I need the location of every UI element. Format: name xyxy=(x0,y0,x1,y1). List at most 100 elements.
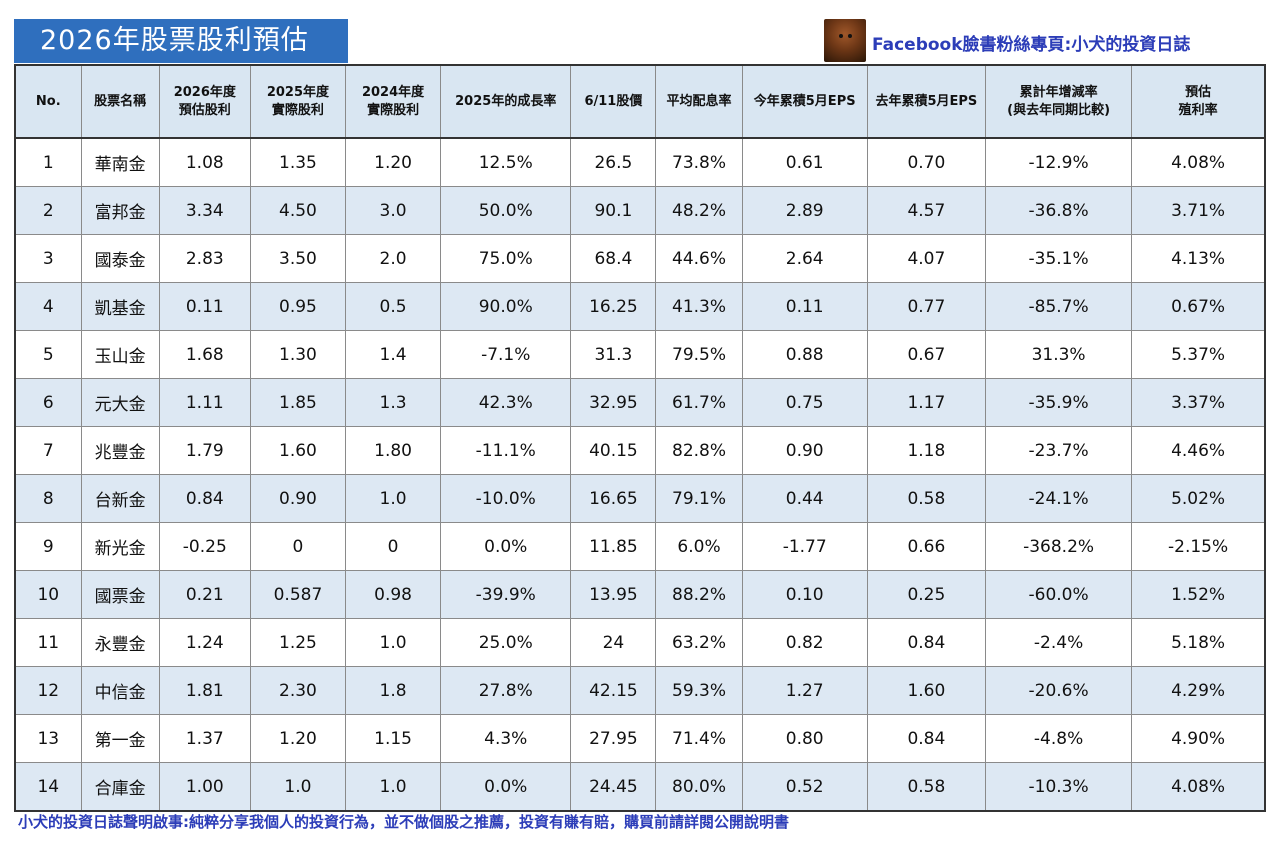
cell-growth-2025: -10.0% xyxy=(440,474,572,523)
cell-dividend-2026-est: 3.34 xyxy=(158,186,251,235)
cell-payout-ratio: 79.5% xyxy=(655,330,743,379)
cell-no: 14 xyxy=(14,762,82,812)
cell-growth-2025: 75.0% xyxy=(440,234,572,283)
cell-eps-this-year: 0.52 xyxy=(741,762,868,812)
table-row: 10 國票金 0.21 0.587 0.98 -39.9% 13.95 88.2% 0.10 0.… xyxy=(14,570,1266,619)
cell-no: 1 xyxy=(14,137,82,187)
cell-eps-this-year: 0.90 xyxy=(741,426,868,475)
cell-dividend-2024-actual: 0 xyxy=(344,522,442,571)
cell-dividend-2026-est: 1.37 xyxy=(158,714,251,763)
cell-est-yield: 5.18% xyxy=(1131,618,1266,667)
cell-no: 3 xyxy=(14,234,82,283)
cell-eps-last-year: 1.18 xyxy=(866,426,986,475)
cell-growth-2025: 42.3% xyxy=(440,378,572,427)
header-est-yield: 預估 殖利率 xyxy=(1131,64,1266,139)
cell-eps-this-year: 0.75 xyxy=(741,378,868,427)
header-2025-actual-dividend: 2025年度 實際股利 xyxy=(249,64,347,139)
cell-eps-last-year: 0.67 xyxy=(866,330,986,379)
cell-stock-name: 華南金 xyxy=(80,137,160,187)
table-header-row: No. 股票名稱 2026年度 預估股利 2025年度 實際股利 2024年度 實際股… xyxy=(14,64,1266,139)
table-row: 2 富邦金 3.34 4.50 3.0 50.0% 90.1 48.2% 2.89 4.57 -36… xyxy=(14,186,1266,235)
cell-est-yield: 4.29% xyxy=(1131,666,1266,715)
cell-dividend-2024-actual: 0.5 xyxy=(344,282,442,331)
cell-eps-last-year: 0.66 xyxy=(866,522,986,571)
cell-dividend-2026-est: 1.11 xyxy=(158,378,251,427)
cell-est-yield: 1.52% xyxy=(1131,570,1266,619)
cell-dividend-2024-actual: 1.80 xyxy=(344,426,442,475)
table-row: 6 元大金 1.11 1.85 1.3 42.3% 32.95 61.7% 0.75 1.17 -3… xyxy=(14,378,1266,427)
cell-eps-last-year: 0.84 xyxy=(866,618,986,667)
header-2026-est-dividend: 2026年度 預估股利 xyxy=(158,64,251,139)
cell-dividend-2025-actual: 0.587 xyxy=(249,570,347,619)
cell-yoy-change: -35.1% xyxy=(984,234,1133,283)
cell-est-yield: -2.15% xyxy=(1131,522,1266,571)
cell-eps-last-year: 0.25 xyxy=(866,570,986,619)
cell-est-yield: 5.37% xyxy=(1131,330,1266,379)
dog-avatar-image xyxy=(824,19,866,62)
cell-price: 31.3 xyxy=(570,330,657,379)
header-yoy-change: 累計年增減率 (與去年同期比較) xyxy=(984,64,1133,139)
cell-payout-ratio: 44.6% xyxy=(655,234,743,283)
cell-dividend-2026-est: 0.21 xyxy=(158,570,251,619)
cell-dividend-2026-est: 1.79 xyxy=(158,426,251,475)
cell-dividend-2025-actual: 0.90 xyxy=(249,474,347,523)
header-2025-growth: 2025年的成長率 xyxy=(440,64,572,139)
cell-eps-last-year: 0.77 xyxy=(866,282,986,331)
cell-payout-ratio: 88.2% xyxy=(655,570,743,619)
cell-no: 2 xyxy=(14,186,82,235)
table-row: 4 凱基金 0.11 0.95 0.5 90.0% 16.25 41.3% 0.11 0.77 -8… xyxy=(14,282,1266,331)
cell-eps-last-year: 1.60 xyxy=(866,666,986,715)
cell-dividend-2025-actual: 1.25 xyxy=(249,618,347,667)
header-eps-this-year: 今年累積5月EPS xyxy=(741,64,868,139)
cell-dividend-2025-actual: 1.85 xyxy=(249,378,347,427)
header-price: 6/11股價 xyxy=(570,64,657,139)
cell-growth-2025: 0.0% xyxy=(440,762,572,812)
header-stock-name: 股票名稱 xyxy=(80,64,160,139)
cell-payout-ratio: 82.8% xyxy=(655,426,743,475)
cell-stock-name: 第一金 xyxy=(80,714,160,763)
cell-dividend-2024-actual: 1.20 xyxy=(344,137,442,187)
cell-growth-2025: 12.5% xyxy=(440,137,572,187)
cell-payout-ratio: 63.2% xyxy=(655,618,743,667)
cell-est-yield: 0.67% xyxy=(1131,282,1266,331)
cell-yoy-change: -12.9% xyxy=(984,137,1133,187)
cell-price: 42.15 xyxy=(570,666,657,715)
cell-dividend-2024-actual: 1.0 xyxy=(344,474,442,523)
cell-stock-name: 合庫金 xyxy=(80,762,160,812)
cell-no: 8 xyxy=(14,474,82,523)
table-row: 11 永豐金 1.24 1.25 1.0 25.0% 24 63.2% 0.82 0.84 -2.4… xyxy=(14,618,1266,667)
cell-dividend-2026-est: 0.84 xyxy=(158,474,251,523)
cell-eps-this-year: 1.27 xyxy=(741,666,868,715)
cell-dividend-2024-actual: 1.15 xyxy=(344,714,442,763)
cell-stock-name: 兆豐金 xyxy=(80,426,160,475)
cell-growth-2025: -39.9% xyxy=(440,570,572,619)
table-body: 1 華南金 1.08 1.35 1.20 12.5% 26.5 73.8% 0.61 0.70 -1… xyxy=(14,137,1266,812)
cell-eps-this-year: 2.89 xyxy=(741,186,868,235)
cell-eps-this-year: 0.82 xyxy=(741,618,868,667)
avatar-eye xyxy=(848,34,852,38)
cell-payout-ratio: 59.3% xyxy=(655,666,743,715)
cell-dividend-2026-est: 1.00 xyxy=(158,762,251,812)
cell-no: 7 xyxy=(14,426,82,475)
table-row: 3 國泰金 2.83 3.50 2.0 75.0% 68.4 44.6% 2.64 4.07 -35… xyxy=(14,234,1266,283)
cell-price: 32.95 xyxy=(570,378,657,427)
cell-stock-name: 凱基金 xyxy=(80,282,160,331)
cell-stock-name: 新光金 xyxy=(80,522,160,571)
table-row: 13 第一金 1.37 1.20 1.15 4.3% 27.95 71.4% 0.80 0.84-… xyxy=(14,714,1266,763)
cell-dividend-2024-actual: 1.3 xyxy=(344,378,442,427)
cell-no: 4 xyxy=(14,282,82,331)
cell-yoy-change: -24.1% xyxy=(984,474,1133,523)
cell-dividend-2026-est: 1.68 xyxy=(158,330,251,379)
cell-eps-last-year: 1.17 xyxy=(866,378,986,427)
cell-dividend-2026-est: 1.08 xyxy=(158,137,251,187)
cell-price: 27.95 xyxy=(570,714,657,763)
cell-eps-last-year: 0.58 xyxy=(866,762,986,812)
cell-stock-name: 國泰金 xyxy=(80,234,160,283)
cell-price: 16.25 xyxy=(570,282,657,331)
cell-eps-last-year: 0.84 xyxy=(866,714,986,763)
cell-dividend-2024-actual: 2.0 xyxy=(344,234,442,283)
cell-dividend-2025-actual: 1.30 xyxy=(249,330,347,379)
cell-growth-2025: 0.0% xyxy=(440,522,572,571)
cell-eps-this-year: 0.10 xyxy=(741,570,868,619)
cell-growth-2025: -7.1% xyxy=(440,330,572,379)
